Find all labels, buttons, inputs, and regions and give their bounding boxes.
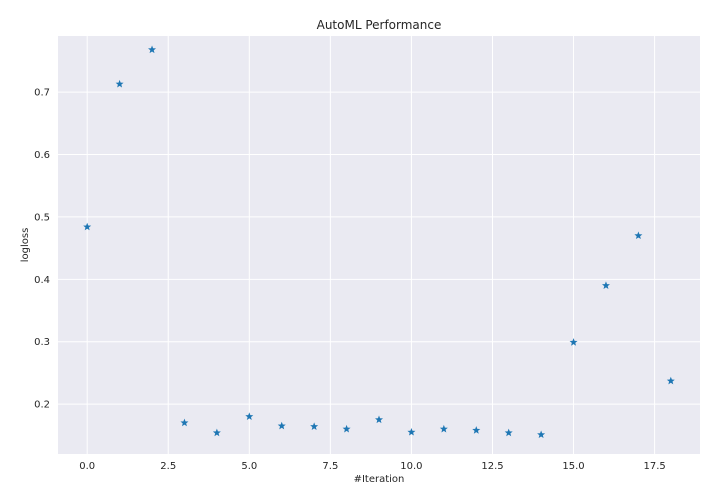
data-point-star	[148, 45, 157, 54]
data-point-star	[537, 430, 546, 439]
data-point-star	[439, 424, 448, 433]
x-tick-label: 0.0	[79, 461, 95, 472]
data-point-star	[277, 421, 286, 430]
y-tick-label: 0.2	[34, 400, 50, 411]
data-point-star	[245, 412, 254, 420]
data-point-star	[666, 376, 675, 385]
data-point-star	[212, 428, 221, 437]
y-tick-label: 0.7	[34, 88, 50, 99]
y-tick-label: 0.5	[34, 212, 50, 223]
data-point-star	[569, 338, 578, 346]
x-tick-label: 7.5	[322, 461, 338, 472]
data-point-star	[180, 418, 189, 427]
x-tick-label: 2.5	[160, 461, 176, 472]
x-tick-label: 5.0	[241, 461, 257, 472]
y-tick-label: 0.4	[34, 275, 50, 286]
data-point-star	[504, 428, 513, 437]
data-point-star	[115, 79, 124, 88]
x-tick-label: 17.5	[643, 461, 665, 472]
data-point-star	[601, 281, 610, 289]
data-point-star	[310, 422, 319, 430]
y-tick-label: 0.3	[34, 337, 50, 348]
data-points	[83, 45, 675, 439]
grid-lines	[58, 36, 700, 454]
x-tick-label: 10.0	[400, 461, 422, 472]
x-tick-label: 15.0	[562, 461, 584, 472]
data-point-star	[634, 231, 643, 240]
y-axis-label: logloss	[20, 228, 31, 263]
data-point-star	[375, 415, 383, 424]
y-tick-label: 0.6	[34, 150, 50, 161]
plot-area	[58, 36, 700, 454]
data-point-star	[472, 426, 481, 434]
x-axis-label: #Iteration	[354, 474, 405, 485]
x-tick-label: 12.5	[481, 461, 503, 472]
x-tick-labels: 0.0 2.5 5.0 7.5 10.0 12.5 15.0 17.5	[79, 461, 666, 472]
data-point-star	[83, 222, 92, 231]
y-tick-labels: 0.2 0.3 0.4 0.5 0.6 0.7	[34, 88, 50, 411]
data-point-star	[342, 424, 351, 433]
chart-title: AutoML Performance	[317, 18, 442, 32]
data-point-star	[407, 427, 416, 436]
